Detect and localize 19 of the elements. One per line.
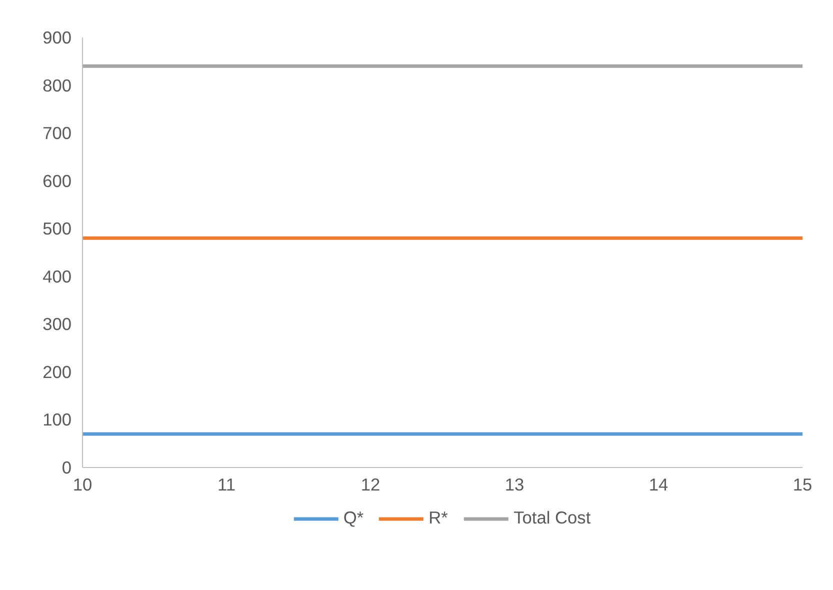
y-tick-label: 900 <box>42 28 72 48</box>
x-tick-label: 10 <box>72 474 92 494</box>
y-tick-label: 600 <box>42 170 72 191</box>
y-tick-label: 100 <box>42 410 72 430</box>
x-tick-label: 13 <box>504 474 524 494</box>
x-tick-label: 14 <box>648 474 668 494</box>
x-tick-label: 12 <box>360 474 380 494</box>
legend-label: Q* <box>343 508 364 528</box>
y-tick-label: 300 <box>42 314 72 334</box>
y-tick-label: 700 <box>42 123 72 144</box>
legend-label: Total Cost <box>514 508 591 528</box>
y-tick-label: 500 <box>42 218 72 239</box>
y-tick-label: 0 <box>62 458 72 478</box>
y-tick-label: 200 <box>42 362 72 382</box>
y-tick-label: 800 <box>42 75 72 96</box>
x-tick-label: 11 <box>218 474 236 494</box>
legend-label: R* <box>428 508 449 528</box>
y-tick-label: 400 <box>42 266 72 286</box>
x-tick-label: 15 <box>792 474 812 494</box>
